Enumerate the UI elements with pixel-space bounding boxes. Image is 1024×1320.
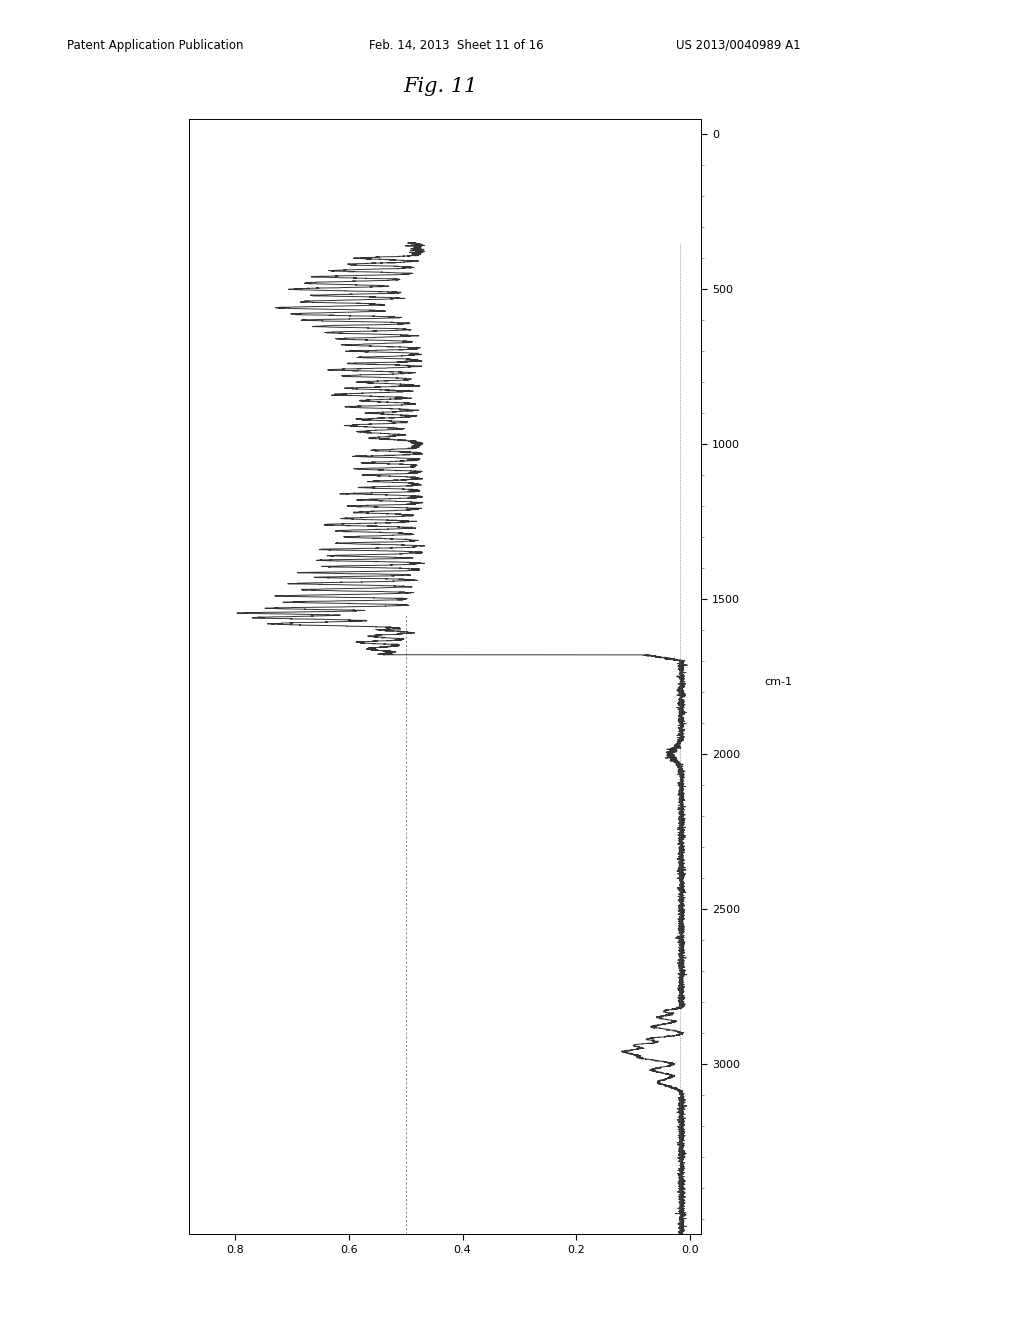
Text: Fig. 11: Fig. 11 [403,78,477,96]
Text: Patent Application Publication: Patent Application Publication [67,38,243,51]
Text: US 2013/0040989 A1: US 2013/0040989 A1 [676,38,801,51]
Text: Feb. 14, 2013  Sheet 11 of 16: Feb. 14, 2013 Sheet 11 of 16 [369,38,544,51]
Y-axis label: cm-1: cm-1 [765,677,793,686]
